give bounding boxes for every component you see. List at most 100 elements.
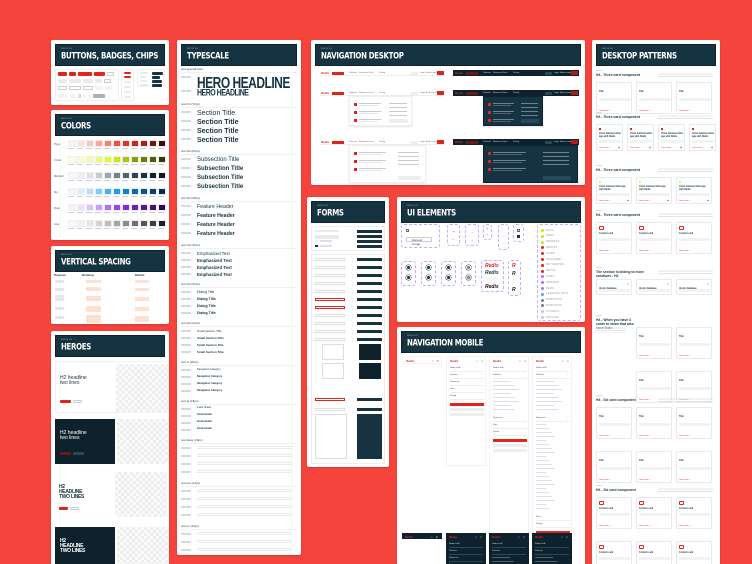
text-input[interactable]: [315, 274, 345, 277]
linkedin-icon[interactable]: [406, 275, 411, 280]
book-meeting-link[interactable]: Book a meeting: [560, 71, 574, 74]
button[interactable]: [58, 79, 67, 83]
plus-icon[interactable]: +: [452, 229, 455, 234]
submenu-link[interactable]: [536, 428, 549, 429]
chip[interactable]: [152, 72, 163, 75]
text-input-dark[interactable]: [357, 330, 382, 333]
chevron-icon[interactable]: ›: [567, 374, 568, 376]
menu-link[interactable]: [521, 111, 538, 112]
pattern-card[interactable]: Content card Learn more →: [676, 497, 712, 529]
form-field-dark[interactable]: [357, 245, 382, 248]
submenu-link[interactable]: [536, 508, 549, 509]
mobile-menu-item[interactable]: Redis for AI: [449, 543, 460, 545]
card-link[interactable]: Learn more →: [639, 250, 652, 252]
youtube-icon[interactable]: [426, 275, 431, 280]
pattern-card[interactable]: H Get featured what app with Redis Learn …: [636, 177, 672, 204]
mobile-menu-item[interactable]: Redis for AI: [535, 543, 546, 545]
submenu-link[interactable]: [536, 401, 562, 402]
instagram-icon[interactable]: [466, 265, 471, 270]
get-demo-button[interactable]: [493, 449, 527, 452]
book-meeting-link[interactable]: Book a meeting: [426, 91, 440, 94]
redis-for-ai-button[interactable]: [466, 91, 478, 95]
pattern-card[interactable]: ⇩Vector database: [596, 279, 632, 295]
card-link[interactable]: Learn more →: [679, 435, 692, 437]
submenu-link[interactable]: [493, 389, 519, 390]
submenu-link[interactable]: [493, 381, 511, 382]
redis-logo[interactable]: Redis: [455, 91, 464, 95]
menu-item-text[interactable]: [493, 103, 514, 104]
text-input-dark[interactable]: [357, 314, 382, 317]
redis-logo[interactable]: Redis: [405, 535, 414, 539]
submenu-link[interactable]: [536, 452, 555, 453]
checkbox-unchecked[interactable]: [517, 229, 520, 232]
menu-item-text[interactable]: [359, 152, 386, 153]
menu-item-text[interactable]: [493, 152, 527, 153]
submenu-link[interactable]: [536, 504, 546, 505]
nav-item-resources[interactable]: Resources: [493, 140, 503, 143]
nav-item-pricing[interactable]: Pricing: [379, 140, 386, 143]
submenu-link[interactable]: [536, 456, 546, 457]
menu-link[interactable]: [389, 103, 407, 104]
text-input[interactable]: [315, 330, 345, 333]
submenu-link[interactable]: [536, 397, 558, 398]
primary-button[interactable]: [94, 72, 105, 76]
submenu-link[interactable]: [492, 561, 514, 562]
text-input-error[interactable]: [315, 398, 345, 401]
try-redis-button[interactable]: [437, 71, 444, 75]
mobile-menu-item[interactable]: Resources: [493, 417, 503, 419]
mobile-menu-item[interactable]: Pricing: [450, 395, 457, 397]
facebook-icon[interactable]: [446, 275, 451, 280]
hero-secondary-button[interactable]: [73, 452, 84, 455]
close-icon[interactable]: ×: [481, 359, 483, 363]
text-input-dark[interactable]: [357, 398, 382, 401]
menu-cta-button[interactable]: [521, 119, 540, 123]
card-link[interactable]: Learn more →: [599, 435, 612, 437]
textarea-dark[interactable]: [357, 414, 382, 459]
redis-for-ai-button[interactable]: [332, 140, 344, 144]
menu-cta-button[interactable]: [397, 176, 421, 180]
submenu-link[interactable]: [536, 488, 546, 489]
menu-link[interactable]: [542, 164, 570, 165]
try-redis-button[interactable]: [437, 91, 444, 95]
card-link[interactable]: Learn more →: [599, 110, 612, 112]
pagination-item[interactable]: [83, 94, 86, 98]
facebook-icon[interactable]: [446, 265, 451, 270]
text-input-dark[interactable]: [357, 282, 382, 285]
try-redis-button[interactable]: [571, 140, 578, 144]
arrow-right-icon[interactable]: →: [470, 229, 474, 234]
button[interactable]: [58, 86, 67, 90]
card-link[interactable]: Learn more →: [639, 525, 652, 527]
search-icon[interactable]: ⌕: [518, 535, 520, 539]
submenu-link[interactable]: [536, 460, 549, 461]
text-input-dark[interactable]: [357, 298, 382, 301]
nav-item-docs[interactable]: Docs: [503, 140, 508, 143]
search-button[interactable]: [411, 91, 418, 95]
text-input-dark[interactable]: [357, 258, 382, 261]
menu-cta-button[interactable]: [389, 119, 408, 123]
redis-logo[interactable]: Redis: [450, 359, 459, 363]
menu-link[interactable]: [521, 115, 538, 116]
mobile-menu-item[interactable]: Products: [536, 374, 544, 376]
submenu-link[interactable]: [493, 405, 511, 406]
secondary-button[interactable]: [107, 72, 114, 76]
form-field[interactable]: [315, 245, 318, 247]
submenu-link[interactable]: [535, 557, 553, 558]
book-meeting-button[interactable]: [450, 408, 484, 411]
close-icon[interactable]: ×: [567, 359, 569, 363]
pattern-card[interactable]: H Get featured what app with Redis Learn …: [596, 177, 632, 204]
search-button[interactable]: [411, 140, 418, 144]
try-redis-button[interactable]: [536, 531, 570, 534]
nav-item-docs[interactable]: Docs: [503, 71, 508, 74]
dropdown-list-dark[interactable]: [359, 363, 381, 379]
chip[interactable]: [152, 84, 162, 87]
select-input[interactable]: [315, 408, 345, 411]
card-link[interactable]: Learn more →: [599, 525, 612, 527]
pattern-card[interactable]: Content card Learn more →: [596, 497, 632, 529]
nav-item-products[interactable]: Products: [483, 71, 491, 74]
menu-link[interactable]: [397, 156, 420, 157]
pattern-card[interactable]: Content card Learn more →: [676, 222, 712, 254]
